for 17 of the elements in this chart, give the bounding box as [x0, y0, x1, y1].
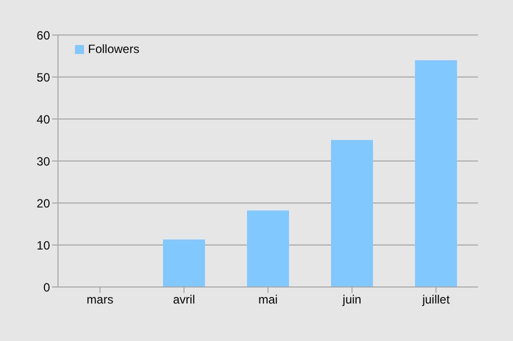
x-tick-label: mai: [258, 292, 278, 307]
bar: [415, 60, 457, 287]
y-tick-label: 60: [36, 28, 50, 42]
y-tick-label: 10: [36, 238, 50, 252]
bar: [247, 210, 289, 287]
bar: [163, 240, 205, 287]
legend-label: Followers: [88, 42, 140, 56]
y-tick-label: 40: [36, 112, 50, 126]
x-tick-label: juillet: [421, 292, 450, 307]
x-tick-label: mars: [86, 292, 114, 307]
y-tick-label: 50: [36, 70, 50, 84]
x-tick-label: juin: [342, 292, 362, 307]
bar: [331, 140, 373, 287]
x-tick-label: avril: [172, 292, 196, 307]
y-tick-label: 20: [36, 196, 50, 210]
y-tick-label: 0: [43, 280, 50, 294]
y-tick-label: 30: [36, 154, 50, 168]
